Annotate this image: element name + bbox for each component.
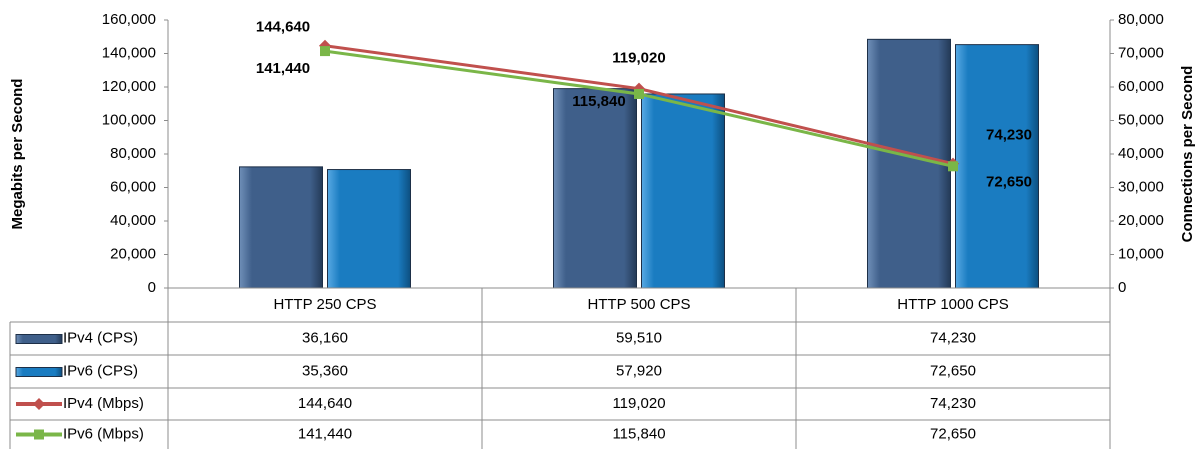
- y-tick-label: 80,000: [110, 145, 156, 162]
- bar: [641, 93, 725, 289]
- legend-key: [15, 334, 63, 344]
- bar: [239, 166, 323, 289]
- line-series: [324, 49, 954, 168]
- table-cell: 119,020: [612, 395, 665, 412]
- y-tick-label: 140,000: [102, 44, 156, 61]
- y2-tick-label: 60,000: [1118, 78, 1164, 95]
- table-cell: 141,440: [298, 425, 352, 442]
- y2-tick-label: 30,000: [1118, 178, 1164, 195]
- data-label: 115,840: [572, 93, 625, 110]
- table-cell: 57,920: [616, 362, 662, 379]
- table-cell: 35,360: [302, 362, 348, 379]
- y-tick-label: 0: [148, 279, 156, 296]
- y2-tick-label: 50,000: [1118, 111, 1164, 128]
- data-label: 144,640: [256, 19, 310, 36]
- legend-marker: [34, 429, 44, 440]
- legend-label: IPv6 (CPS): [63, 362, 138, 379]
- y-tick-label: 120,000: [102, 78, 156, 95]
- table-cell: 72,650: [930, 362, 976, 379]
- y-tick-label: 100,000: [102, 111, 156, 128]
- table-cell: 74,230: [930, 395, 976, 412]
- bar: [955, 44, 1039, 289]
- table-cell: 59,510: [616, 329, 662, 346]
- bar: [553, 88, 637, 289]
- bar: [327, 169, 411, 289]
- y2-tick-label: 10,000: [1118, 245, 1164, 262]
- x-tick-label: HTTP 500 CPS: [587, 296, 690, 313]
- table-cell: 36,160: [302, 329, 348, 346]
- x-tick-label: HTTP 1000 CPS: [897, 296, 1008, 313]
- legend-label: IPv6 (Mbps): [63, 425, 144, 442]
- table-cell: 72,650: [930, 425, 976, 442]
- y2-tick-label: 0: [1118, 279, 1126, 296]
- table-cell: 115,840: [612, 425, 665, 442]
- y-axis-title: Megabits per Second: [9, 79, 26, 230]
- legend-key: [15, 367, 63, 377]
- data-label: 74,230: [986, 127, 1032, 144]
- y2-tick-label: 40,000: [1118, 145, 1164, 162]
- table-cell: 144,640: [298, 395, 352, 412]
- line-marker: [948, 161, 958, 172]
- legend-marker: [33, 398, 45, 410]
- legend-label: IPv4 (Mbps): [63, 395, 144, 412]
- legend-label: IPv4 (CPS): [63, 329, 138, 346]
- x-tick-label: HTTP 250 CPS: [273, 296, 376, 313]
- y-tick-label: 160,000: [102, 11, 156, 28]
- y2-tick-label: 20,000: [1118, 212, 1164, 229]
- y2-axis-title: Connections per Second: [1179, 66, 1196, 243]
- data-label: 141,440: [256, 60, 310, 77]
- data-label: 72,650: [986, 173, 1032, 190]
- line-marker: [320, 46, 330, 57]
- y-tick-label: 60,000: [110, 178, 156, 195]
- y2-tick-label: 70,000: [1118, 44, 1164, 61]
- y-tick-label: 40,000: [110, 212, 156, 229]
- table-cell: 74,230: [930, 329, 976, 346]
- data-label: 119,020: [612, 50, 665, 67]
- y2-tick-label: 80,000: [1118, 11, 1164, 28]
- y-tick-label: 20,000: [110, 245, 156, 262]
- line-marker: [634, 88, 644, 99]
